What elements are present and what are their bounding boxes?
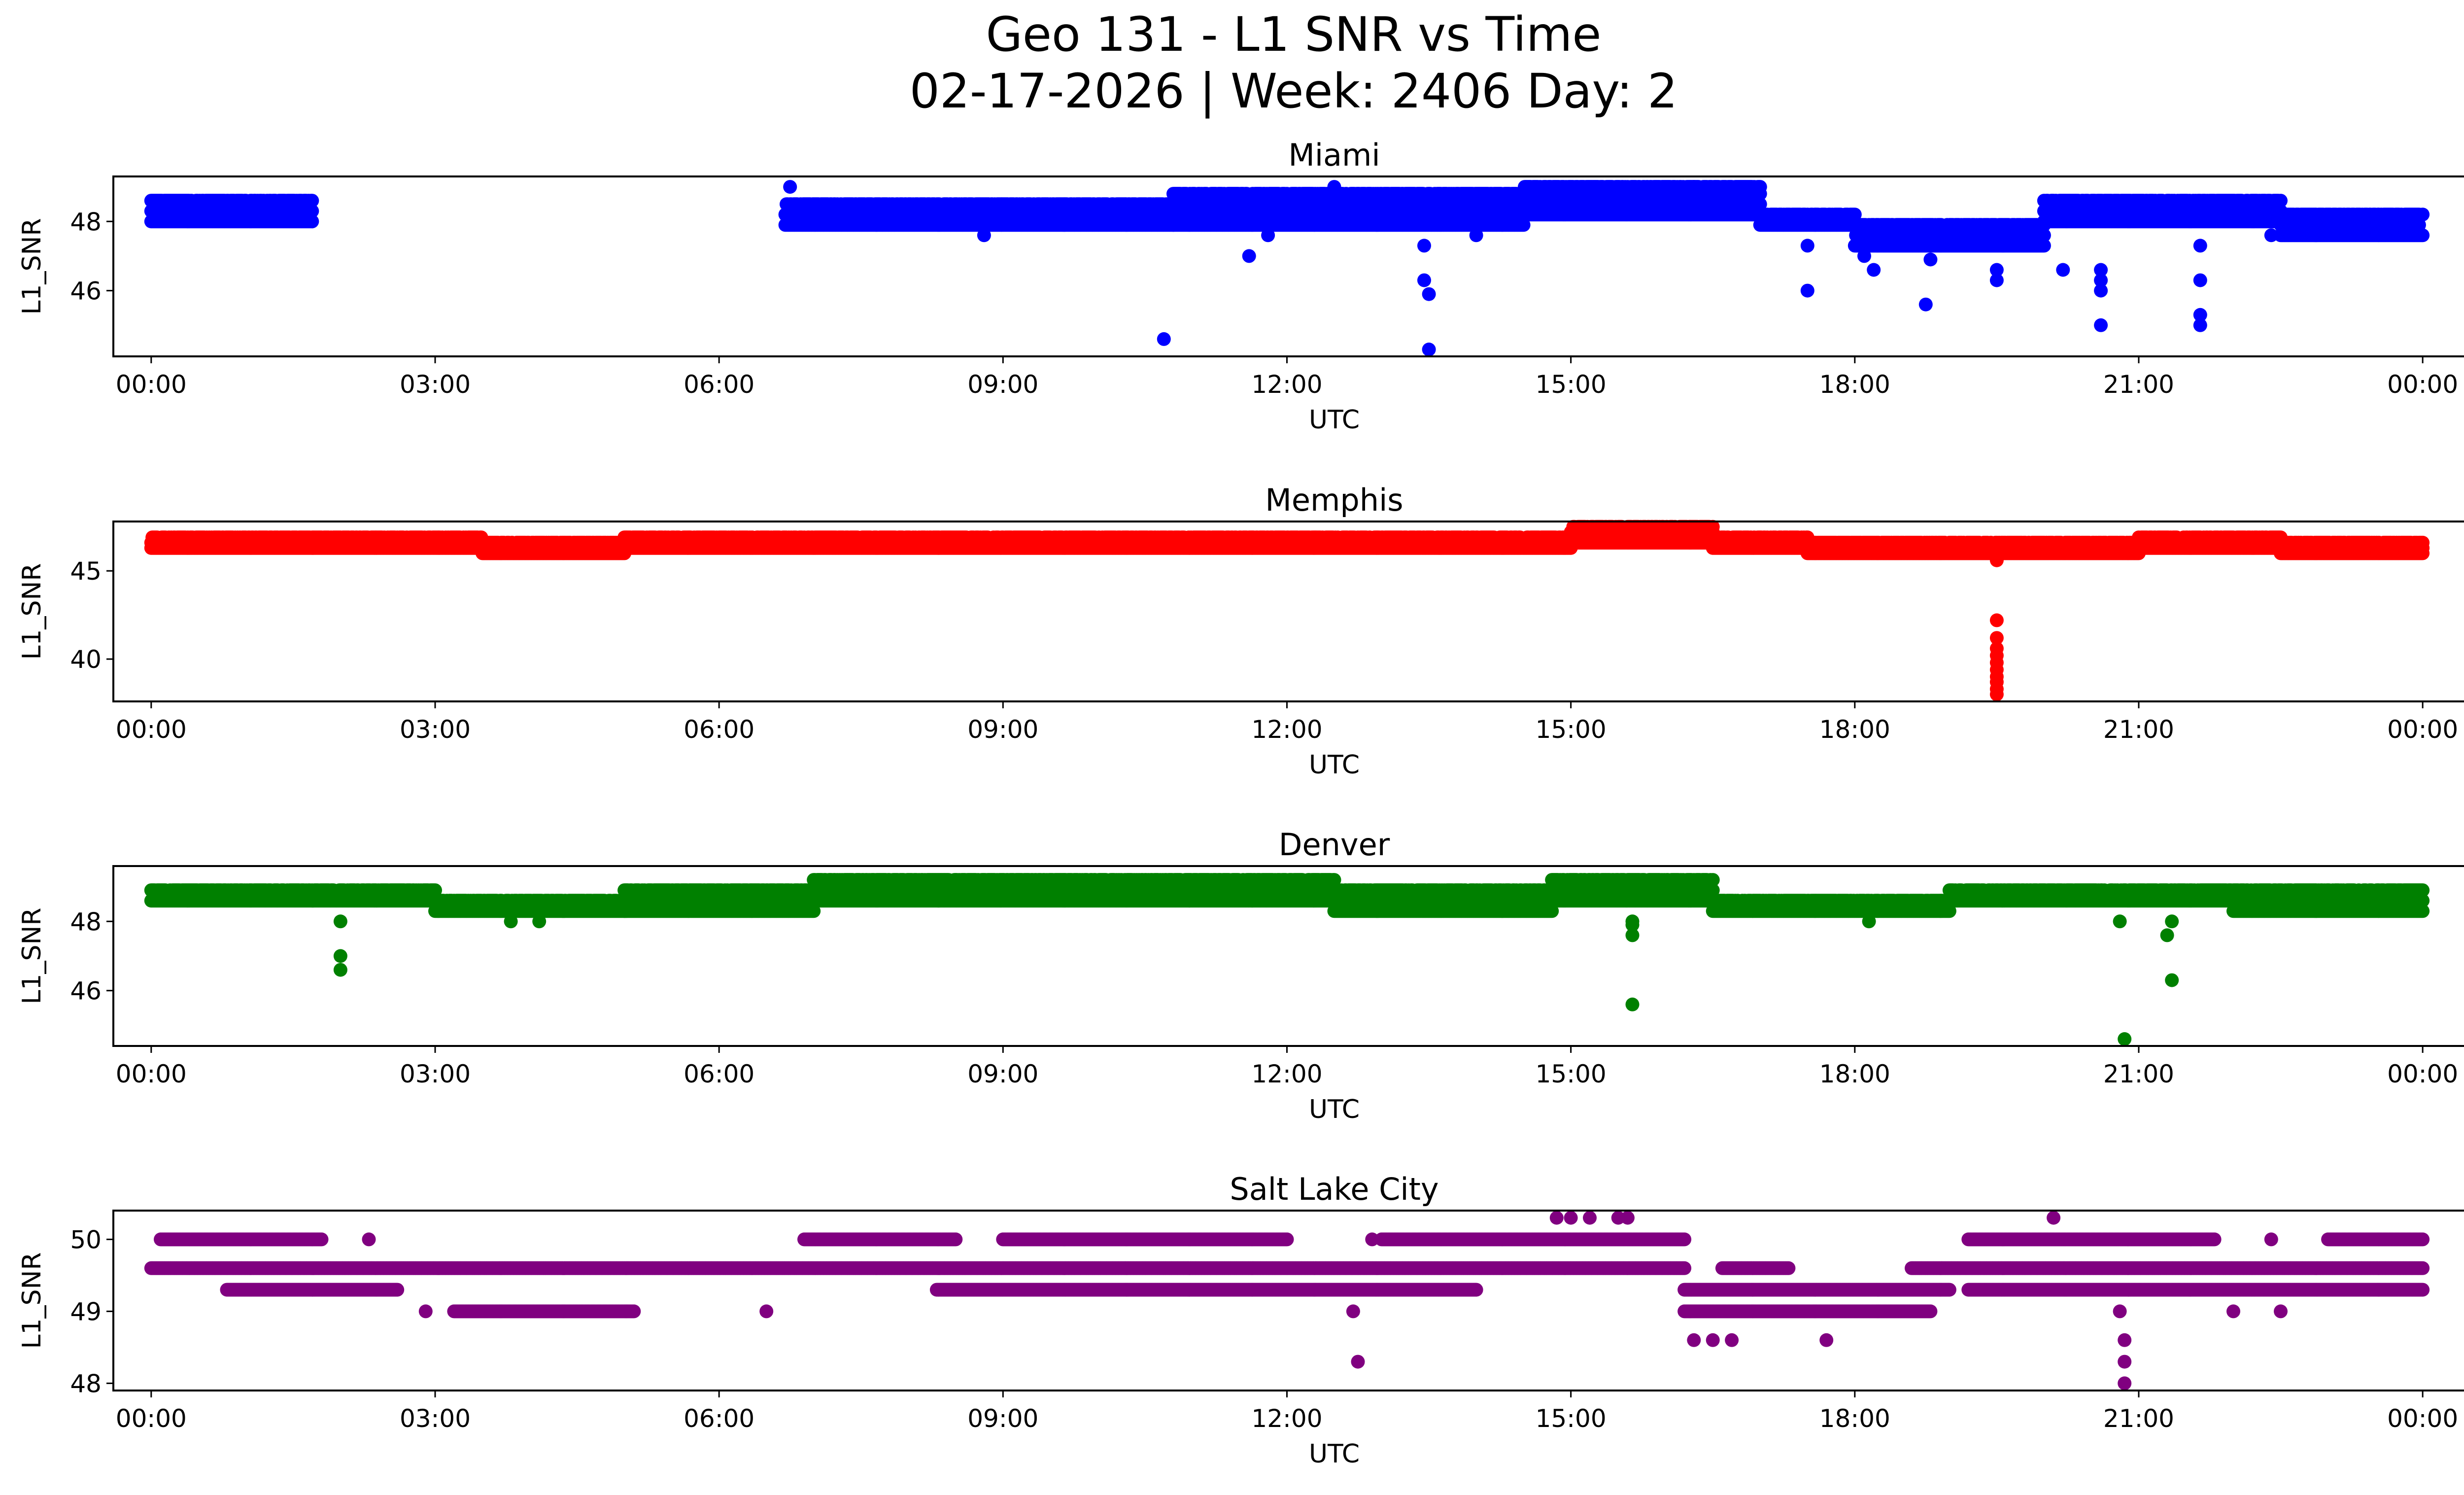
outlier-point: [1554, 180, 1569, 194]
outlier-point: [783, 180, 797, 194]
outlier-point: [2193, 308, 2207, 322]
outlier-point: [1918, 297, 1933, 312]
x-tick-label: 09:00: [967, 370, 1038, 399]
outlier-point: [1417, 239, 1431, 253]
data-point: [2274, 194, 2288, 208]
x-tick-label: 03:00: [400, 370, 471, 399]
data-point: [305, 194, 319, 208]
x-tick-label: 21:00: [2103, 370, 2174, 399]
figure-title-line2: 02-17-2026 | Week: 2406 Day: 2: [910, 64, 1678, 119]
outlier-point: [977, 228, 991, 243]
outlier-point: [1242, 249, 1256, 263]
y-tick-label: 46: [70, 277, 102, 306]
outlier-point: [1261, 228, 1275, 243]
outlier-point: [1989, 263, 2004, 277]
outlier-point: [1417, 273, 1431, 287]
outlier-point: [1800, 283, 1814, 298]
x-tick-label: 00:00: [2387, 370, 2458, 399]
subplot-title: Memphis: [1265, 482, 1403, 518]
outlier-point: [2056, 263, 2070, 277]
y-axis-label: L1_SNR: [17, 218, 47, 314]
x-tick-label: 06:00: [684, 370, 754, 399]
outlier-point: [2094, 263, 2108, 277]
data-point: [2416, 208, 2430, 222]
outlier-point: [1857, 249, 1871, 263]
subplot-title: Miami: [1288, 137, 1380, 173]
outlier-point: [2094, 318, 2108, 332]
outlier-point: [1923, 252, 1938, 267]
outlier-point: [1469, 228, 1483, 243]
outlier-point: [1157, 332, 1171, 346]
figure-title-line1: Geo 131 - L1 SNR vs Time: [986, 7, 1602, 62]
data-point: [1753, 180, 1767, 194]
outlier-point: [1687, 180, 1701, 194]
x-tick-label: 15:00: [1536, 370, 1607, 399]
outlier-point: [1800, 239, 1814, 253]
x-tick-label: 12:00: [1251, 370, 1322, 399]
y-tick-label: 48: [70, 208, 102, 236]
outlier-point: [2264, 228, 2278, 243]
outlier-point: [1422, 287, 1436, 301]
x-tick-label: 18:00: [1819, 370, 1890, 399]
outlier-point: [2193, 239, 2207, 253]
outlier-point: [1422, 343, 1436, 356]
x-axis-label: UTC: [1309, 405, 1360, 435]
outlier-point: [1867, 263, 1881, 277]
x-tick-label: 00:00: [116, 370, 187, 399]
outlier-point: [1327, 180, 1341, 194]
outlier-point: [2193, 273, 2207, 287]
